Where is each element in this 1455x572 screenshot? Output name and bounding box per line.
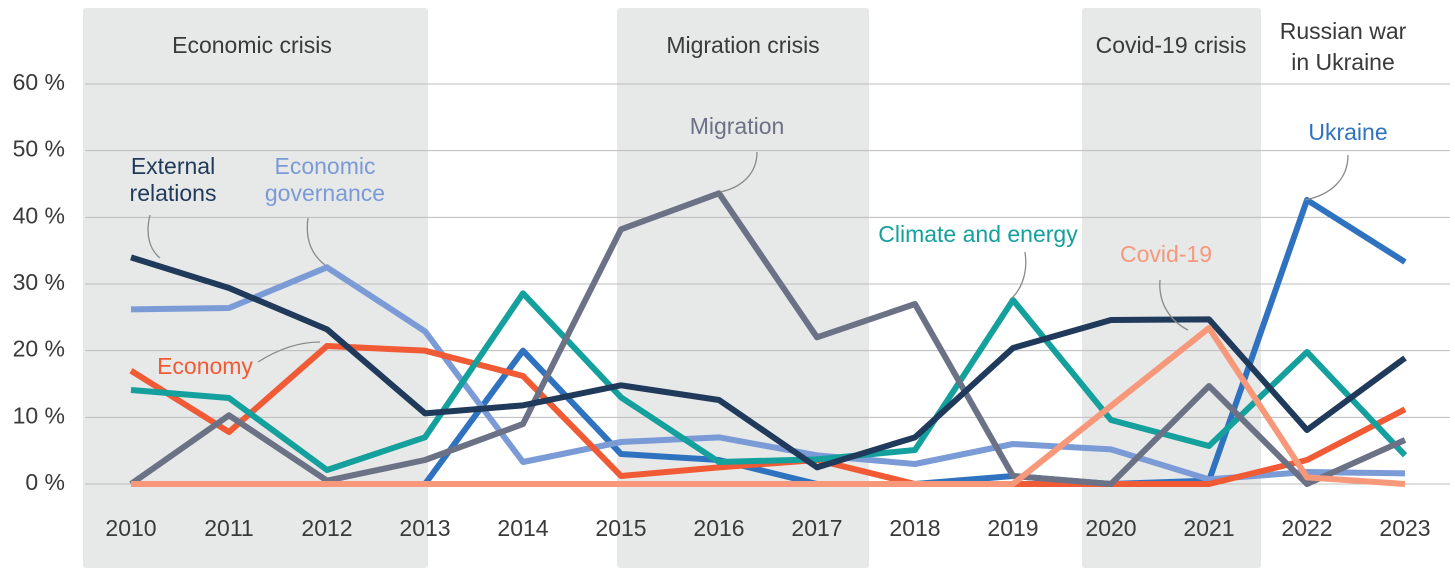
series-label: Economic governance (265, 153, 385, 206)
arrow (1304, 154, 1349, 201)
period-shade (617, 8, 869, 568)
x-tick-label: 2019 (987, 515, 1038, 541)
period-label: Covid-19 crisis (1096, 32, 1247, 58)
arrows (147, 151, 1349, 363)
series-label: Economy (157, 353, 253, 379)
y-tick-label: 20 % (13, 336, 65, 362)
arrow (306, 217, 326, 266)
x-tick-label: 2023 (1379, 515, 1430, 541)
arrow (147, 214, 161, 259)
y-tick-label: 30 % (13, 269, 65, 295)
series-label: External relations (130, 153, 217, 206)
series-line (129, 190, 1407, 487)
period-label: Migration crisis (666, 32, 819, 58)
period-label: Russian war in Ukraine (1280, 18, 1407, 75)
series-line (130, 264, 1406, 483)
period-label: Economic crisis (172, 32, 332, 58)
arrow (1011, 251, 1027, 299)
arrow (257, 341, 321, 363)
series-label: Ukraine (1308, 119, 1387, 145)
period-shade (1082, 8, 1261, 568)
series-label: Migration (690, 113, 785, 139)
period-shade (83, 8, 428, 568)
arrow (719, 151, 758, 193)
series-line (131, 325, 1406, 487)
x-tick-label: 2017 (791, 515, 842, 541)
arrow (1159, 279, 1189, 331)
y-tick-label: 0 % (25, 469, 65, 495)
x-tick-label: 2018 (889, 515, 940, 541)
y-tick-label: 40 % (13, 202, 65, 228)
x-tick-label: 2010 (105, 515, 156, 541)
x-tick-label: 2014 (497, 515, 548, 541)
y-tick-label: 60 % (13, 69, 65, 95)
x-tick-label: 2016 (693, 515, 744, 541)
x-tick-label: 2012 (301, 515, 352, 541)
lines (129, 190, 1408, 487)
x-tick-label: 2013 (399, 515, 450, 541)
series-label: Covid-19 (1120, 241, 1212, 267)
x-tick-label: 2011 (204, 515, 253, 541)
x-tick-label: 2022 (1281, 515, 1332, 541)
y-tick-label: 50 % (13, 136, 65, 162)
x-tick-label: 2020 (1085, 515, 1136, 541)
x-tick-label: 2021 (1183, 515, 1234, 541)
x-tick-label: 2015 (595, 515, 646, 541)
labels: 0 % 10 % 20 % 30 % 40 % 50 % 60 % 2010 2011 2012 2… (13, 18, 1431, 541)
series-line (130, 254, 1407, 471)
y-tick-label: 10 % (13, 402, 65, 428)
series-label: Climate and energy (878, 221, 1078, 247)
series-line (130, 290, 1408, 473)
